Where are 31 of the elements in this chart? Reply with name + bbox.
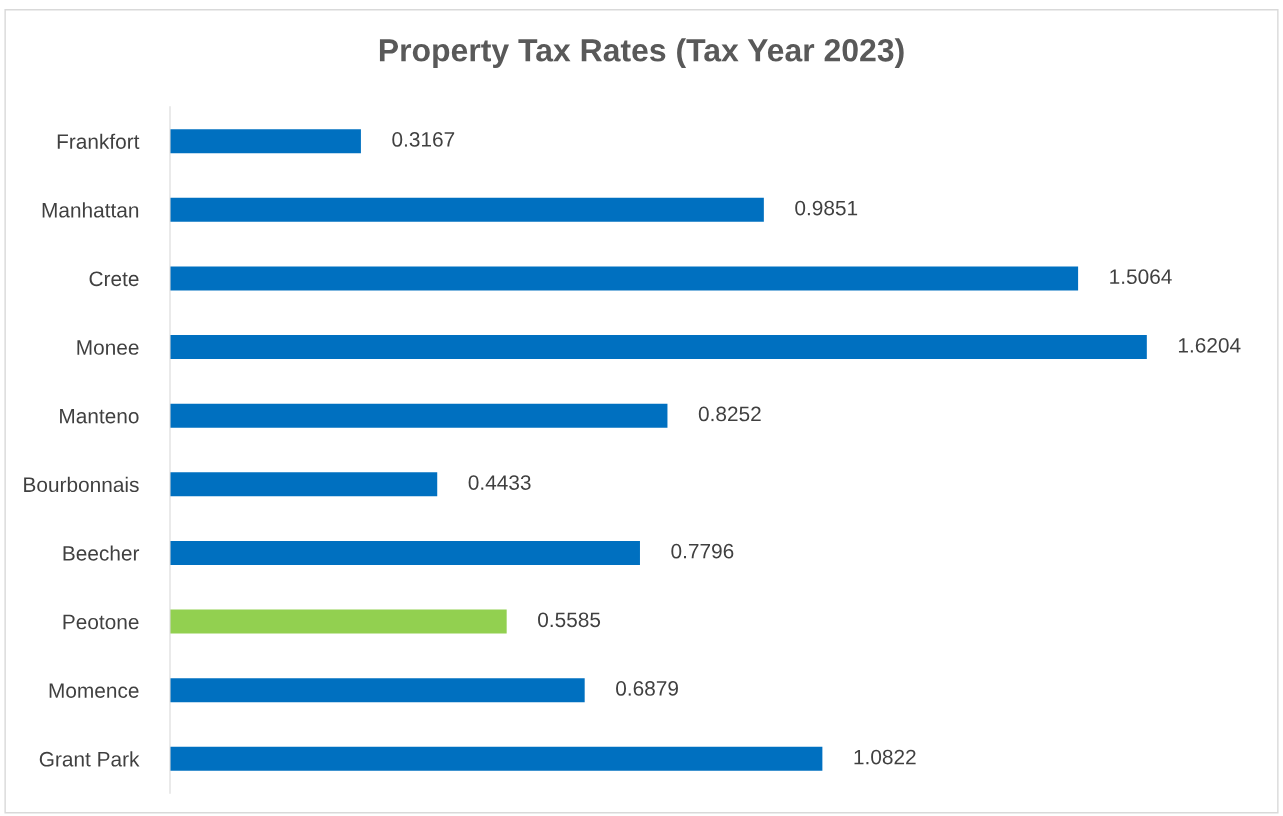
y-tick-label: Bourbonnais xyxy=(24,476,139,493)
y-tick-label: Manteno xyxy=(60,408,139,424)
data-label: 0.6879 xyxy=(616,681,678,696)
data-label: 0.8252 xyxy=(698,406,761,422)
data-label: 0.7796 xyxy=(671,543,734,559)
y-tick-label: Monee xyxy=(77,340,139,355)
bar xyxy=(170,609,507,634)
bar xyxy=(170,129,361,154)
bar xyxy=(170,746,823,771)
data-label: 1.6204 xyxy=(1178,337,1241,353)
bar xyxy=(170,678,585,703)
bar xyxy=(170,472,438,497)
y-tick-label: Manhattan xyxy=(42,202,139,218)
data-label: 1.0822 xyxy=(854,749,916,765)
data-label: 0.9851 xyxy=(795,200,858,216)
chart-title: Property Tax Rates (Tax Year 2023) xyxy=(379,38,904,68)
bar xyxy=(170,266,1079,291)
bar xyxy=(170,335,1147,360)
y-tick-label: Momence xyxy=(49,683,139,698)
y-tick-label: Peotone xyxy=(63,614,139,630)
data-label: 0.3167 xyxy=(392,132,455,147)
y-tick-label: Beecher xyxy=(63,545,140,561)
data-label: 0.4433 xyxy=(468,475,531,490)
data-label: 1.5064 xyxy=(1110,269,1172,285)
data-label: 0.5585 xyxy=(538,612,601,628)
y-tick-label: Frankfort xyxy=(57,133,140,149)
bar xyxy=(170,197,764,222)
bar xyxy=(170,403,668,428)
bar xyxy=(170,540,640,565)
y-tick-label: Crete xyxy=(89,271,139,287)
y-tick-label: Grant Park xyxy=(39,751,140,767)
